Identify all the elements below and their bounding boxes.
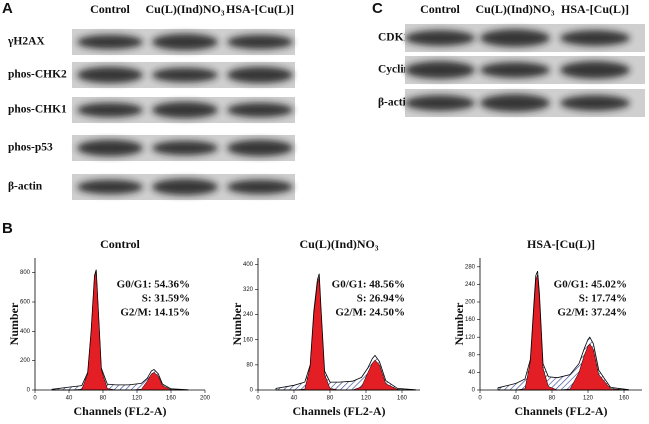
band xyxy=(560,30,630,46)
stat-label: G0/G1: 54.36% xyxy=(117,279,190,291)
x-axis-label: Channels (FL2-A) xyxy=(73,404,166,418)
x-tick-label: 120 xyxy=(361,396,372,402)
row-label: β-actin xyxy=(378,97,413,109)
column-header: HSA-[Cu(L)] xyxy=(561,2,629,16)
band xyxy=(152,178,218,196)
outline-area xyxy=(275,273,416,391)
y-tick-label: 80 xyxy=(468,352,475,358)
y-axis-label: Number xyxy=(230,302,244,345)
y-tick-label: 800 xyxy=(20,270,31,276)
band xyxy=(152,67,218,83)
y-tick-label: 80 xyxy=(246,362,253,368)
x-tick-label: 80 xyxy=(549,396,556,402)
x-tick-label: 0 xyxy=(478,396,482,402)
row-label: phos-CHK2 xyxy=(8,69,67,81)
stat-label: G0/G1: 45.02% xyxy=(554,279,627,291)
column-header: Control xyxy=(90,2,130,16)
x-tick-label: 40 xyxy=(291,396,298,402)
band xyxy=(227,34,293,50)
panel-label: B xyxy=(2,220,13,237)
band xyxy=(227,66,293,84)
stat-label: S: 17.74% xyxy=(579,293,627,305)
band xyxy=(480,29,550,47)
x-tick-label: 160 xyxy=(619,396,630,402)
band xyxy=(405,95,475,111)
row-label: CDK1 xyxy=(378,32,410,44)
band xyxy=(227,139,293,157)
x-tick-label: 0 xyxy=(256,396,260,402)
row-label: γH2AX xyxy=(7,36,45,48)
column-header: HSA-[Cu(L)] xyxy=(226,2,294,16)
chart-title: Cu(L)(Ind)NO₃ xyxy=(300,237,379,251)
band xyxy=(77,179,143,195)
x-axis-label: Channels (FL2-A) xyxy=(514,404,607,418)
stat-label: G2/M: 14.15% xyxy=(120,307,190,319)
band xyxy=(77,66,143,84)
x-tick-label: 120 xyxy=(132,396,143,402)
y-tick-label: 280 xyxy=(465,264,476,270)
y-tick-label: 600 xyxy=(20,300,31,306)
band xyxy=(152,140,218,156)
y-tick-label: 400 xyxy=(243,262,254,268)
stat-label: G2/M: 24.50% xyxy=(335,307,405,319)
y-tick-label: 240 xyxy=(465,282,476,288)
band xyxy=(77,139,143,157)
band xyxy=(77,102,143,118)
band xyxy=(405,61,475,79)
y-tick-label: 400 xyxy=(20,329,31,335)
panel-label: A xyxy=(2,0,13,17)
band xyxy=(560,95,630,111)
column-header: Cu(L)(Ind)NO₃ xyxy=(146,2,225,16)
x-tick-label: 120 xyxy=(583,396,594,402)
histograms: Control Channels (FL2-A) Number G0/G1: 54.3… xyxy=(7,237,642,418)
y-tick-label: 160 xyxy=(243,337,254,343)
y-tick-label: 0 xyxy=(27,388,31,394)
chart-title: HSA-[Cu(L)] xyxy=(527,237,595,251)
y-tick-label: 120 xyxy=(465,335,476,341)
row-label: β-actin xyxy=(8,181,43,193)
stat-label: G2/M: 37.24% xyxy=(557,307,627,319)
band xyxy=(560,61,630,79)
x-tick-label: 80 xyxy=(327,396,334,402)
y-tick-label: 320 xyxy=(243,287,254,293)
y-axis-label: Number xyxy=(7,302,21,345)
band xyxy=(152,101,218,119)
row-label: phos-CHK1 xyxy=(8,104,67,116)
panel-label: C xyxy=(372,0,383,17)
row-label: phos-p53 xyxy=(8,142,53,154)
y-tick-label: 200 xyxy=(465,300,476,306)
stat-label: G0/G1: 48.56% xyxy=(332,279,405,291)
y-tick-label: 0 xyxy=(472,388,476,394)
y-tick-label: 40 xyxy=(468,370,475,376)
blot-panel: γH2AX phos-CHK2 phos-CHK1 phos-p53 β-actin xyxy=(7,29,295,200)
column-header: Cu(L)(Ind)NO₃ xyxy=(476,2,555,16)
x-tick-label: 0 xyxy=(33,396,37,402)
stat-label: S: 26.94% xyxy=(357,293,405,305)
band xyxy=(405,30,475,46)
chart-title: Control xyxy=(100,237,140,251)
band xyxy=(227,179,293,195)
x-tick-label: 80 xyxy=(100,396,107,402)
x-tick-label: 40 xyxy=(66,396,73,402)
x-tick-label: 200 xyxy=(200,396,211,402)
x-tick-label: 40 xyxy=(513,396,520,402)
column-header: Control xyxy=(420,2,460,16)
stat-label: S: 31.59% xyxy=(142,293,190,305)
x-axis-label: Channels (FL2-A) xyxy=(292,404,385,418)
y-tick-label: 0 xyxy=(250,388,254,394)
band xyxy=(152,33,218,51)
band xyxy=(227,102,293,118)
y-tick-label: 200 xyxy=(20,358,31,364)
x-tick-label: 160 xyxy=(397,396,408,402)
y-tick-label: 240 xyxy=(243,312,254,318)
band xyxy=(480,94,550,112)
band xyxy=(480,62,550,78)
y-axis-label: Number xyxy=(452,302,466,345)
x-tick-label: 160 xyxy=(166,396,177,402)
y-tick-label: 160 xyxy=(465,317,476,323)
band xyxy=(77,34,143,50)
